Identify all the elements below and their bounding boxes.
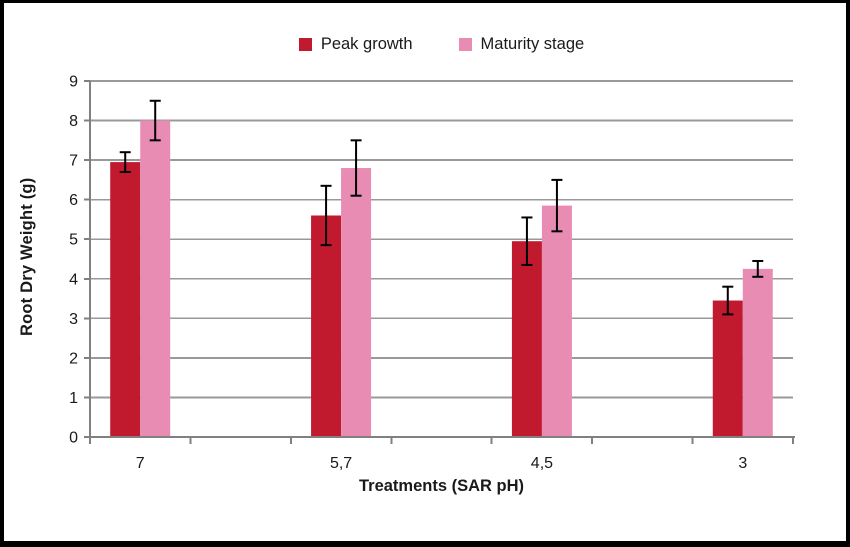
error-bar <box>551 178 563 233</box>
x-category-label: 4,5 <box>531 455 553 472</box>
y-tick-label: 7 <box>69 153 78 170</box>
y-tick-label: 5 <box>69 232 78 249</box>
y-tick-label: 6 <box>69 192 78 209</box>
error-bar <box>119 151 131 173</box>
y-tick-label: 2 <box>69 350 78 367</box>
x-axis-title: Treatments (SAR pH) <box>358 477 525 495</box>
bar-chart: 7 5,7 4,5 3 0 1 2 3 4 5 6 7 8 9 <box>69 74 795 472</box>
legend-swatch-peak-growth <box>298 37 312 51</box>
y-tick-label: 4 <box>69 271 78 288</box>
legend-item-peak-growth: Peak growth <box>298 35 413 53</box>
y-tick-label: 8 <box>69 113 78 130</box>
bar-peak-growth <box>311 215 342 437</box>
bar-maturity-stage <box>140 120 171 438</box>
bar-maturity-stage <box>541 205 572 437</box>
legend-item-maturity-stage: Maturity stage <box>458 35 585 53</box>
y-tick-label: 3 <box>69 311 78 328</box>
y-tick-label: 9 <box>69 74 78 91</box>
bar-maturity-stage <box>742 268 773 437</box>
bar-peak-growth <box>110 162 141 438</box>
x-category-label: 5,7 <box>330 455 352 472</box>
legend-label-maturity-stage: Maturity stage <box>480 35 585 53</box>
error-bar <box>149 99 161 142</box>
error-bar <box>320 184 332 247</box>
x-category-label: 7 <box>136 455 145 472</box>
y-tick-label: 1 <box>69 390 78 407</box>
x-category-label: 3 <box>738 455 747 472</box>
y-tick-label: 0 <box>69 430 78 447</box>
error-bar <box>521 216 533 266</box>
chart-legend: Peak growth Maturity stage <box>90 36 793 53</box>
error-bar <box>350 139 362 197</box>
bar-peak-growth <box>712 300 743 437</box>
legend-label-peak-growth: Peak growth <box>320 35 413 53</box>
legend-swatch-maturity-stage <box>458 37 472 51</box>
bar-maturity-stage <box>341 168 372 437</box>
error-bar <box>752 259 764 278</box>
error-bar <box>722 285 734 316</box>
bar-peak-growth <box>511 241 542 437</box>
